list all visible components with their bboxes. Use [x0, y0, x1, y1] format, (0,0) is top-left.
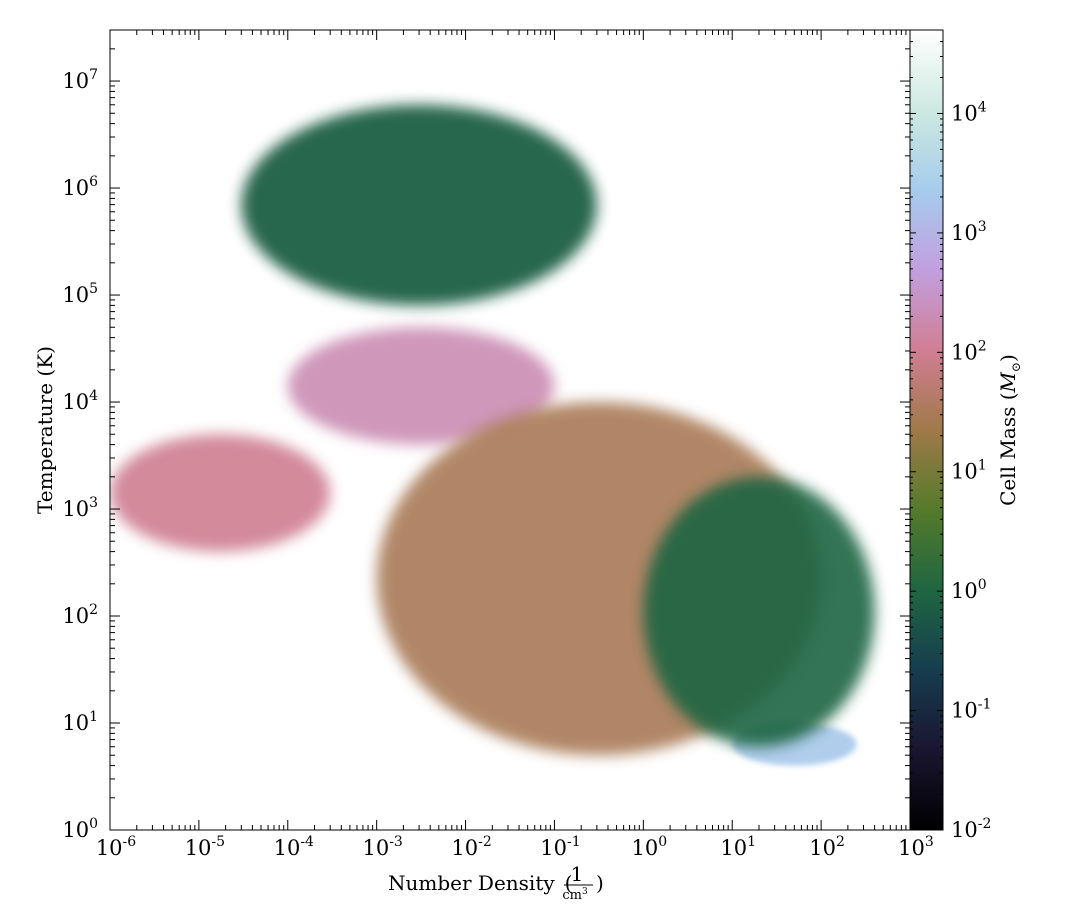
x-unit-denominator: cm3 [562, 887, 588, 903]
y-tick-label: 106 [62, 174, 98, 200]
colorbar-tick-label: 103 [951, 219, 987, 245]
heatmap-layer [110, 104, 875, 766]
x-tick-label: 102 [809, 834, 845, 860]
x-tick-label: 10-5 [185, 834, 225, 860]
y-tick-label: 103 [62, 495, 98, 521]
svg-text:Cell Mass (M⊙): Cell Mass (M⊙) [996, 354, 1023, 506]
x-tick-label: 103 [898, 834, 934, 860]
colorbar-title: Cell Mass (M⊙) [996, 354, 1023, 506]
x-axis-title: Number Density( [388, 871, 572, 895]
y-axis-title: Temperature (K) [33, 346, 57, 514]
colorbar-tick-label: 10-1 [951, 697, 991, 723]
colorbar-tick-label: 100 [951, 577, 987, 603]
y-tick-label: 102 [62, 602, 98, 628]
x-tick-label: 100 [632, 834, 668, 860]
x-tick-label: 10-1 [540, 834, 580, 860]
x-axis-unit-fraction: 1 cm3 ) [562, 862, 603, 903]
x-tick-label: 101 [720, 834, 756, 860]
y-tick-label: 104 [62, 388, 98, 414]
y-tick-label: 105 [62, 281, 98, 307]
svg-text:Temperature (K): Temperature (K) [33, 346, 57, 514]
density-region-warm-ionized-ridge [287, 327, 555, 445]
y-tick-label: 100 [62, 816, 98, 842]
x-tick-label: 10-4 [274, 834, 314, 860]
colorbar-tick-label: 104 [951, 99, 987, 125]
svg-text:): ) [596, 871, 604, 895]
colorbar-frame [909, 29, 944, 831]
x-tick-label: 10-3 [362, 834, 402, 860]
x-tick-label: 10-2 [451, 834, 491, 860]
y-axis: 100 101 102 103 104 105 106 107 [62, 29, 910, 842]
colorbar [910, 30, 943, 830]
density-region-hot-diffuse-plume [241, 104, 597, 306]
x-tick-label: 10-6 [96, 834, 136, 860]
y-tick-label: 101 [62, 709, 98, 735]
density-region-low-density-warm-arm [110, 434, 331, 552]
density-region-scattered-dense-gas [643, 476, 875, 747]
colorbar-axis: 10-2 10-1 100 101 102 103 104 [910, 29, 991, 842]
colorbar-tick-label: 101 [951, 458, 987, 484]
x-unit-numerator: 1 [571, 862, 584, 886]
y-tick-label: 107 [62, 67, 98, 93]
colorbar-tick-label: 102 [951, 338, 987, 364]
colorbar-tick-label: 10-2 [951, 816, 991, 842]
x-axis: 10-6 10-5 10-4 10-3 10-2 10-1 100 101 102 103 [96, 30, 934, 860]
